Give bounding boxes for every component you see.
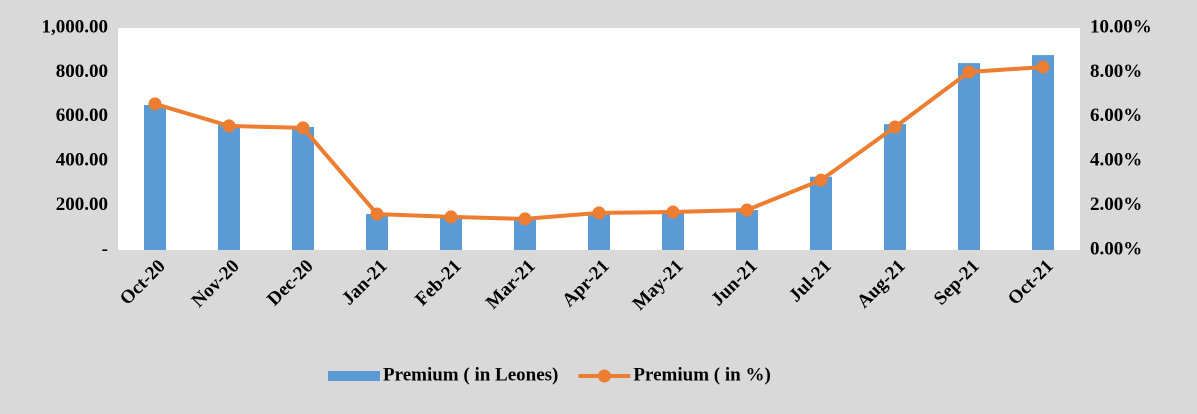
bar (440, 216, 462, 250)
bar (662, 211, 684, 250)
y2-tick-label: 6.00% (1090, 105, 1142, 126)
bar (1032, 55, 1054, 250)
marker (444, 210, 458, 224)
marker (814, 173, 828, 187)
bar (366, 214, 388, 250)
bar (810, 176, 832, 250)
bar (218, 125, 240, 250)
bar (884, 124, 906, 250)
y-tick-label: 600.00 (56, 105, 108, 126)
y-tick-label: 800.00 (56, 61, 108, 82)
y2-tick-label: 2.00% (1090, 194, 1142, 215)
marker (222, 119, 236, 133)
y2-tick-label: 10.00% (1090, 16, 1152, 37)
y-tick-label: 200.00 (56, 194, 108, 215)
marker (370, 207, 384, 221)
bar (958, 63, 980, 250)
legend-label: Premium ( in %) (633, 364, 770, 385)
bar (292, 127, 314, 250)
bar (144, 105, 166, 250)
marker (1036, 60, 1050, 74)
y-tick-label: 400.00 (56, 150, 108, 171)
bar (588, 212, 610, 250)
marker (148, 97, 162, 111)
y2-tick-label: 0.00% (1090, 238, 1142, 259)
bar (514, 218, 536, 250)
legend-swatch (328, 371, 380, 381)
y-tick-label: - (102, 238, 108, 259)
marker (592, 206, 606, 220)
legend-marker (597, 369, 611, 383)
marker (666, 205, 680, 219)
legend-label: Premium ( in Leones) (383, 364, 558, 385)
marker (518, 212, 532, 226)
marker (888, 120, 902, 134)
bar (736, 210, 758, 250)
y-tick-label: 1,000.00 (42, 16, 109, 37)
y2-tick-label: 8.00% (1090, 61, 1142, 82)
marker (962, 65, 976, 79)
marker (296, 121, 310, 135)
marker (740, 203, 754, 217)
y2-tick-label: 4.00% (1090, 150, 1142, 171)
